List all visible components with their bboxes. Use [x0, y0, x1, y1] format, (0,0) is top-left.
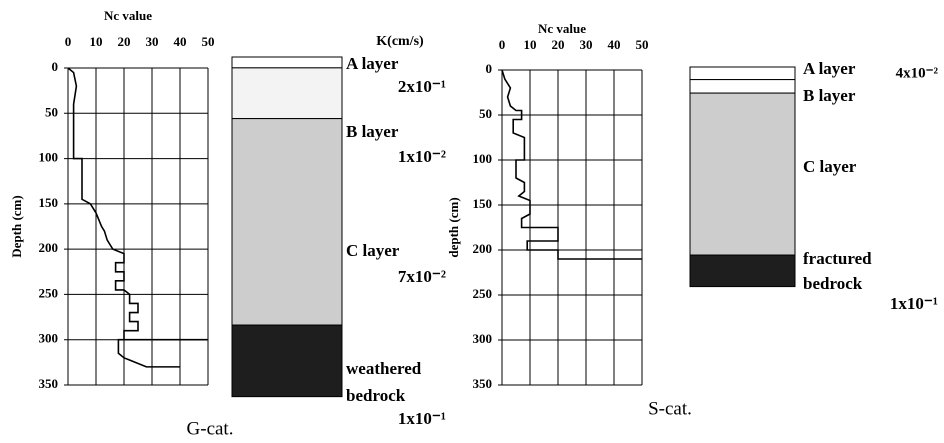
- x-tick-label: 50: [636, 37, 649, 52]
- y-tick-label: 200: [39, 240, 59, 255]
- x-tick-label: 0: [65, 34, 72, 49]
- y-tick-label: 350: [473, 376, 493, 391]
- x-axis-label: Nc value: [104, 8, 152, 23]
- layer-name: weathered: [346, 359, 422, 378]
- panel-caption: G-cat.: [187, 418, 234, 439]
- soil-layer: [231, 56, 343, 69]
- y-tick-label: 200: [473, 241, 493, 256]
- x-tick-label: 30: [146, 34, 159, 49]
- x-tick-label: 0: [499, 37, 506, 52]
- layer-k: 1x10⁻²: [398, 147, 446, 166]
- layer-k: 1x10⁻¹: [398, 409, 446, 428]
- layer-k: 7x10⁻²: [398, 267, 446, 286]
- layer-name: bedrock: [346, 386, 406, 405]
- y-axis-label: Depth (cm): [9, 195, 24, 257]
- layer-name: B layer: [346, 122, 399, 141]
- x-tick-label: 40: [174, 34, 187, 49]
- layer-name: C layer: [803, 157, 857, 176]
- layer-name: A layer: [346, 54, 399, 73]
- layer-name: bedrock: [803, 274, 863, 293]
- soil-layer: [689, 254, 796, 288]
- y-tick-label: 0: [486, 61, 493, 76]
- y-tick-label: 0: [52, 59, 59, 74]
- y-axis-label: depth (cm): [446, 197, 461, 257]
- y-tick-label: 250: [473, 286, 493, 301]
- y-tick-label: 300: [39, 331, 59, 346]
- layer-name: C layer: [346, 241, 400, 260]
- soil-layer: [231, 324, 343, 398]
- soil-layer: [689, 66, 796, 81]
- layer-name: A layer: [803, 59, 856, 78]
- nc-step-line: [501, 69, 642, 260]
- y-tick-label: 250: [39, 285, 59, 300]
- k-header: K(cm/s): [376, 34, 424, 49]
- soil-layer: [231, 67, 343, 120]
- y-tick-label: 100: [39, 150, 59, 165]
- x-tick-label: 20: [118, 34, 131, 49]
- panel-caption: S-cat.: [648, 398, 692, 419]
- x-tick-label: 20: [552, 37, 565, 52]
- y-tick-label: 50: [479, 106, 492, 121]
- layer-k: 4x10⁻²: [896, 65, 939, 81]
- x-tick-label: 50: [202, 34, 215, 49]
- y-tick-label: 150: [473, 196, 493, 211]
- soil-layer: [231, 118, 343, 326]
- x-axis-label: Nc value: [538, 21, 586, 36]
- soil-layer: [689, 79, 796, 94]
- layer-name: fractured: [803, 249, 872, 268]
- layer-k: 1x10⁻¹: [890, 294, 938, 313]
- layer-name: B layer: [803, 86, 856, 105]
- x-tick-label: 10: [90, 34, 103, 49]
- y-tick-label: 100: [473, 151, 493, 166]
- soil-layer: [689, 92, 796, 256]
- y-tick-label: 300: [473, 331, 493, 346]
- y-tick-label: 50: [45, 104, 58, 119]
- layer-k: 2x10⁻¹: [398, 77, 446, 96]
- y-tick-label: 350: [39, 376, 59, 391]
- y-tick-label: 150: [39, 195, 59, 210]
- x-tick-label: 10: [524, 37, 537, 52]
- x-tick-label: 40: [608, 37, 621, 52]
- x-tick-label: 30: [580, 37, 593, 52]
- nc-step-line: [67, 67, 208, 368]
